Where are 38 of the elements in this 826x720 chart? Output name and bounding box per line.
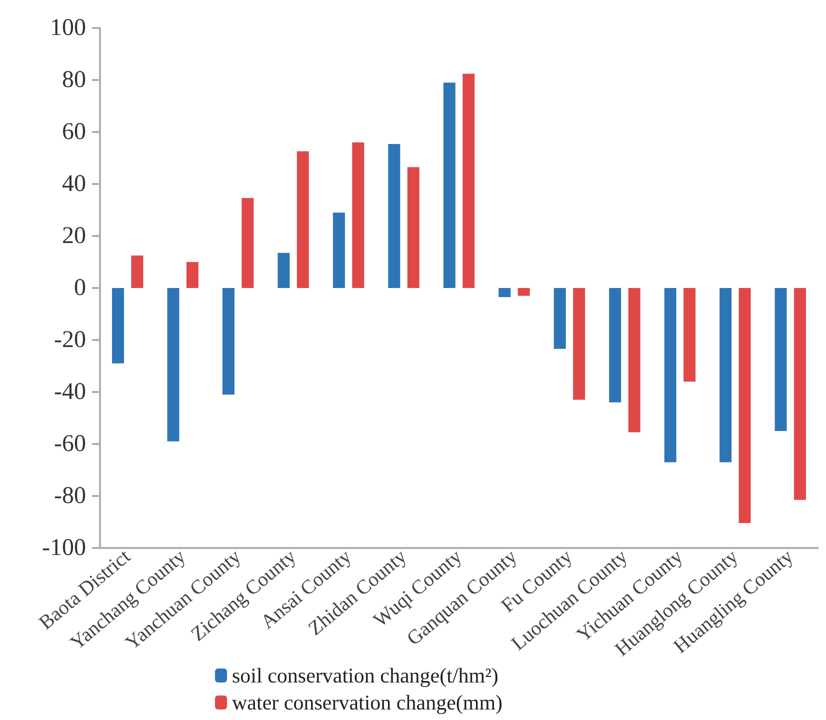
bar	[684, 288, 696, 382]
bar	[388, 144, 400, 288]
bar	[720, 288, 732, 462]
y-tick-label: 0	[74, 275, 86, 301]
bar	[738, 288, 751, 524]
y-tick-label: 100	[50, 15, 86, 41]
bar	[664, 288, 676, 462]
bar	[774, 288, 787, 431]
y-tick-label: -40	[54, 379, 86, 405]
bar	[222, 288, 234, 395]
bar	[518, 288, 530, 296]
y-tick-label: 60	[62, 119, 86, 145]
bar	[498, 288, 511, 298]
bar	[242, 198, 254, 288]
bar	[296, 151, 309, 288]
bar	[628, 288, 640, 432]
bar	[794, 288, 806, 500]
y-tick-label: -20	[54, 327, 86, 353]
bar	[332, 212, 345, 288]
bar	[407, 167, 420, 288]
bar	[186, 262, 198, 288]
legend-label: water conservation change(mm)	[232, 690, 503, 714]
bar	[167, 288, 180, 442]
y-tick-label: 20	[62, 223, 86, 249]
bar	[112, 288, 124, 364]
bar	[609, 288, 622, 402]
bar	[278, 252, 290, 288]
bar	[352, 142, 364, 288]
y-tick-label: 80	[62, 67, 86, 93]
bar	[443, 82, 456, 288]
y-tick-label: -60	[54, 431, 86, 457]
y-tick-label: 40	[62, 171, 86, 197]
bar	[462, 74, 475, 288]
bar	[131, 256, 144, 288]
legend-label: soil conservation change(t/hm²)	[232, 664, 498, 688]
bar	[573, 288, 586, 400]
y-tick-label: -80	[54, 483, 86, 509]
bar	[554, 288, 566, 349]
